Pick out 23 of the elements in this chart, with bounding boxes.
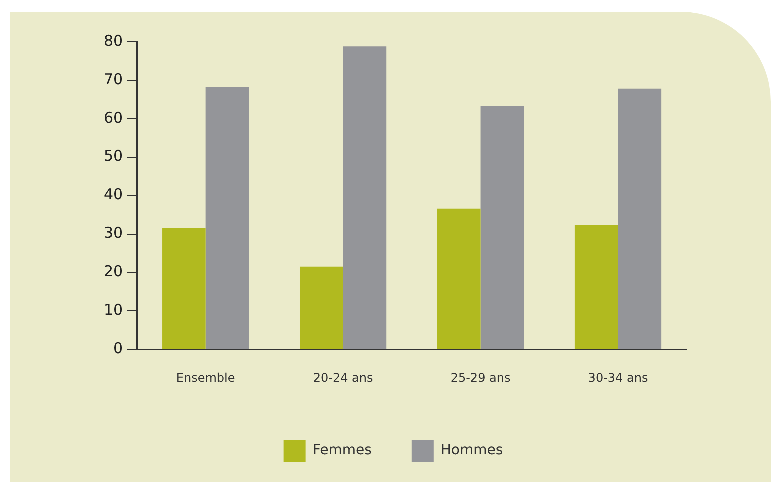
bar [206, 86, 250, 350]
y-tick-label: 50 [104, 147, 124, 166]
y-tick-label: 30 [104, 224, 124, 242]
legend-label: Hommes [440, 442, 504, 459]
y-tick-label: 40 [104, 186, 124, 204]
x-tick-label: 20-24 ans [313, 370, 374, 385]
y-tick-label: 0 [114, 339, 124, 358]
bar [480, 106, 524, 350]
bar [618, 88, 662, 350]
bar [437, 208, 481, 350]
bar [574, 225, 618, 350]
y-tick-label: 20 [104, 262, 124, 281]
x-tick-label: Ensemble [176, 370, 236, 385]
bar [162, 228, 206, 350]
y-tick-label: 70 [104, 70, 124, 88]
legend-label: Femmes [312, 442, 372, 459]
bar [300, 266, 344, 350]
y-tick-label: 60 [104, 108, 124, 127]
y-tick-label: 10 [104, 301, 124, 320]
x-tick-label: 25-29 ans [450, 370, 511, 385]
bar [343, 46, 387, 350]
x-tick-label: 30-34 ans [588, 370, 648, 385]
y-tick-label: 80 [104, 32, 124, 50]
